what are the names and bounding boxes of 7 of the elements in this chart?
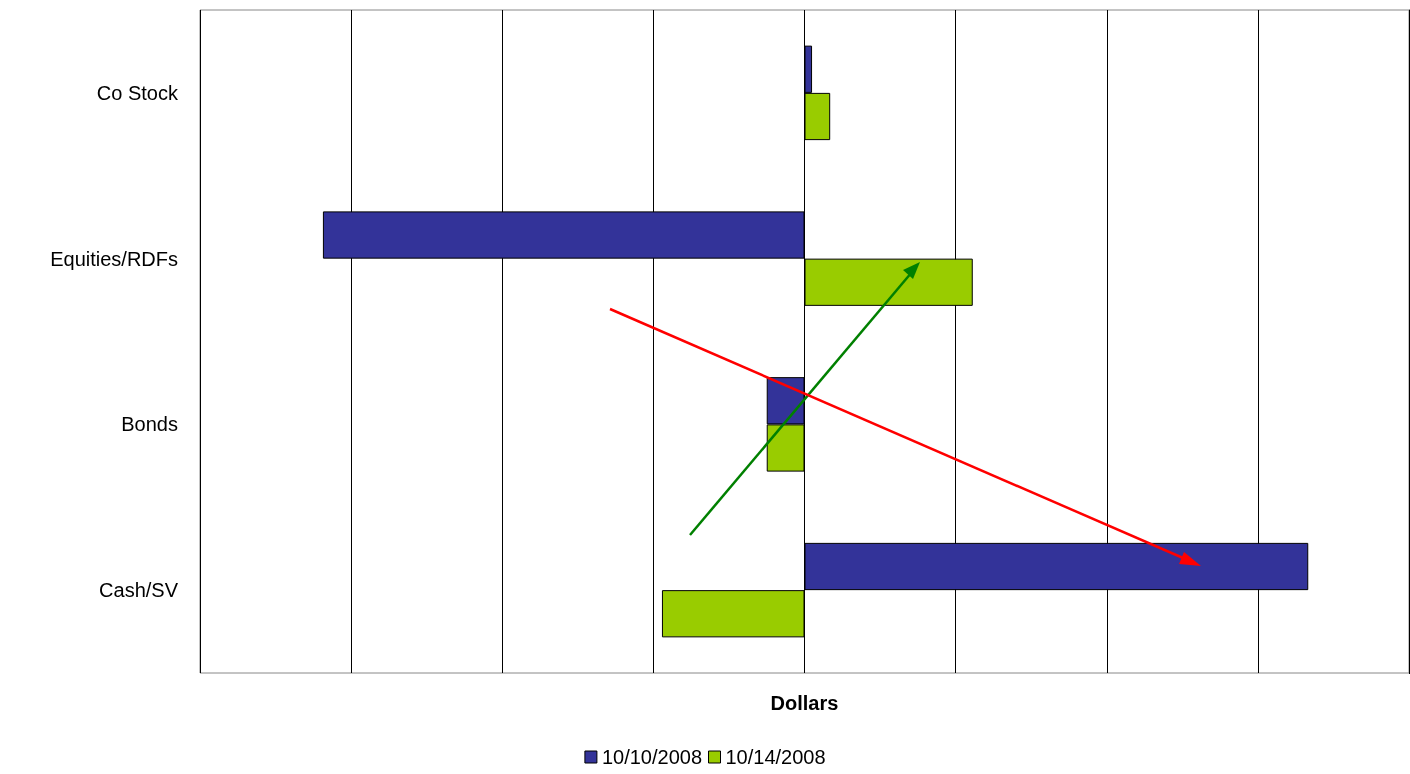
y-tick-label: Equities/RDFs — [50, 247, 178, 270]
x-axis-title: Dollars — [770, 692, 839, 714]
y-tick-label: Co Stock — [96, 81, 179, 104]
y-tick-label: Cash/SV — [99, 579, 179, 602]
legend-label: 10/14/2008 — [725, 746, 826, 768]
y-tick-label: Bonds — [121, 413, 178, 436]
legend-label: 10/10/2008 — [601, 746, 703, 768]
